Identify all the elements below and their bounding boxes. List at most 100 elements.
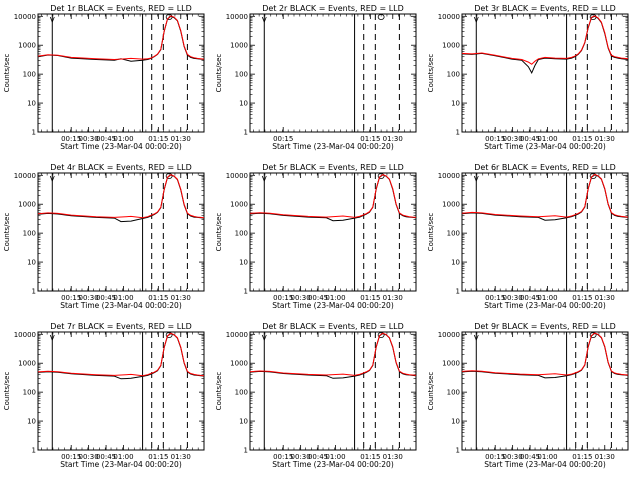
plot-frame [37, 331, 205, 451]
y-tick-label: 10 [451, 259, 460, 267]
y-tick-label: 1 [456, 288, 460, 296]
panel-title: Det 4r BLACK = Events, RED = LLD [50, 163, 192, 172]
start-marker [261, 175, 267, 183]
start-marker [49, 175, 55, 183]
y-tick-label: 1 [32, 288, 36, 296]
x-tick-label: 00:30 [503, 135, 523, 143]
lld-series-line [461, 15, 629, 65]
x-axis-label: Start Time (23-Mar-04 00:00:20) [484, 301, 606, 310]
x-tick-label: 01:15 [572, 294, 592, 302]
start-marker [49, 334, 55, 342]
y-tick-label: 1000 [18, 201, 36, 209]
y-tick-label: 10000 [14, 13, 36, 21]
start-marker [261, 16, 267, 24]
x-tick-label: 00:45 [308, 453, 328, 461]
x-tick-label: 01:30 [383, 294, 403, 302]
x-tick-label: 01:15 [360, 135, 380, 143]
x-tick-label: 00:30 [503, 294, 523, 302]
y-tick-label: 10000 [438, 331, 460, 339]
start-marker [261, 334, 267, 342]
x-axis-label: Start Time (23-Mar-04 00:00:20) [272, 460, 394, 469]
y-tick-label: 1 [244, 447, 248, 455]
x-tick-label: 00:30 [503, 453, 523, 461]
plot-frame [249, 172, 417, 292]
y-tick-label: 100 [447, 71, 460, 79]
lld-series-line [37, 332, 205, 377]
x-tick-label: 00:30 [79, 453, 99, 461]
x-tick-label: 00:45 [520, 135, 540, 143]
start-marker [473, 16, 479, 24]
lld-series-line [461, 332, 629, 376]
y-axis-label: Counts/sec [427, 213, 435, 252]
x-tick-label: 01:30 [595, 294, 615, 302]
x-tick-label: 00:45 [520, 294, 540, 302]
y-tick-label: 10000 [438, 13, 460, 21]
y-tick-label: 1000 [18, 42, 36, 50]
x-axis-label: Start Time (23-Mar-04 00:00:20) [60, 301, 182, 310]
plot-frame [249, 331, 417, 451]
panel-title: Det 7r BLACK = Events, RED = LLD [50, 322, 192, 331]
y-tick-label: 10 [239, 259, 248, 267]
start-marker [473, 175, 479, 183]
x-axis-label: Start Time (23-Mar-04 00:00:20) [272, 142, 394, 151]
panel-title: Det 9r BLACK = Events, RED = LLD [474, 322, 616, 331]
panel-9: Det 9r BLACK = Events, RED = LLD 1 10 100 10… [427, 322, 629, 469]
x-tick-label: 01:15 [572, 135, 592, 143]
y-axis-label: Counts/sec [215, 213, 223, 252]
x-tick-label: 01:15 [572, 453, 592, 461]
y-axis-label: Counts/sec [3, 372, 11, 411]
peak-marker [377, 332, 385, 338]
y-tick-label: 100 [235, 71, 248, 79]
lld-series-line [37, 174, 205, 219]
x-tick-label: 01:00 [537, 135, 557, 143]
panel-title: Det 8r BLACK = Events, RED = LLD [262, 322, 404, 331]
y-tick-label: 100 [23, 389, 36, 397]
x-axis-label: Start Time (23-Mar-04 00:00:20) [272, 301, 394, 310]
x-tick-label: 00:15 [485, 135, 505, 143]
x-tick-label: 01:15 [360, 294, 380, 302]
y-tick-label: 1000 [230, 42, 248, 50]
x-tick-label: 01:30 [171, 453, 191, 461]
y-axis-label: Counts/sec [3, 213, 11, 252]
y-tick-label: 1000 [442, 201, 460, 209]
x-tick-label: 01:00 [113, 294, 133, 302]
plot-frame [37, 13, 205, 133]
y-tick-label: 1 [244, 288, 248, 296]
plot-frame [461, 331, 629, 451]
y-tick-label: 10 [27, 259, 36, 267]
x-tick-label: 00:30 [291, 294, 311, 302]
x-tick-label: 00:30 [79, 135, 99, 143]
panel-6: Det 6r BLACK = Events, RED = LLD 1 10 100 10… [427, 163, 629, 310]
x-tick-label: 00:15 [61, 135, 81, 143]
y-tick-label: 1000 [442, 42, 460, 50]
x-tick-label: 01:30 [595, 453, 615, 461]
lld-series-line [37, 15, 205, 61]
x-tick-label: 00:15 [485, 294, 505, 302]
panel-7: Det 7r BLACK = Events, RED = LLD 1 10 100 10… [3, 322, 205, 469]
peak-marker [165, 332, 173, 338]
y-tick-label: 1000 [442, 360, 460, 368]
panel-1: Det 1r BLACK = Events, RED = LLD 1 10 100 10… [3, 4, 205, 151]
y-axis-label: Counts/sec [427, 372, 435, 411]
y-axis-label: Counts/sec [3, 54, 11, 93]
x-axis-label: Start Time (23-Mar-04 00:00:20) [60, 142, 182, 151]
y-tick-label: 10000 [226, 13, 248, 21]
y-tick-label: 10000 [14, 331, 36, 339]
x-axis-label: Start Time (23-Mar-04 00:00:20) [484, 142, 606, 151]
events-series-line [37, 15, 205, 62]
x-tick-label: 01:30 [171, 135, 191, 143]
start-marker [473, 334, 479, 342]
x-tick-label: 01:30 [383, 135, 403, 143]
y-tick-label: 10 [451, 100, 460, 108]
x-tick-label: 01:15 [148, 294, 168, 302]
y-tick-label: 1000 [18, 360, 36, 368]
y-tick-label: 1 [456, 447, 460, 455]
x-tick-label: 00:15 [273, 453, 293, 461]
plot-frame [461, 13, 629, 133]
x-tick-label: 01:00 [537, 294, 557, 302]
x-tick-label: 00:30 [291, 453, 311, 461]
x-tick-label: 01:00 [537, 453, 557, 461]
start-marker [49, 16, 55, 24]
panel-8: Det 8r BLACK = Events, RED = LLD 1 10 100 10… [215, 322, 417, 469]
